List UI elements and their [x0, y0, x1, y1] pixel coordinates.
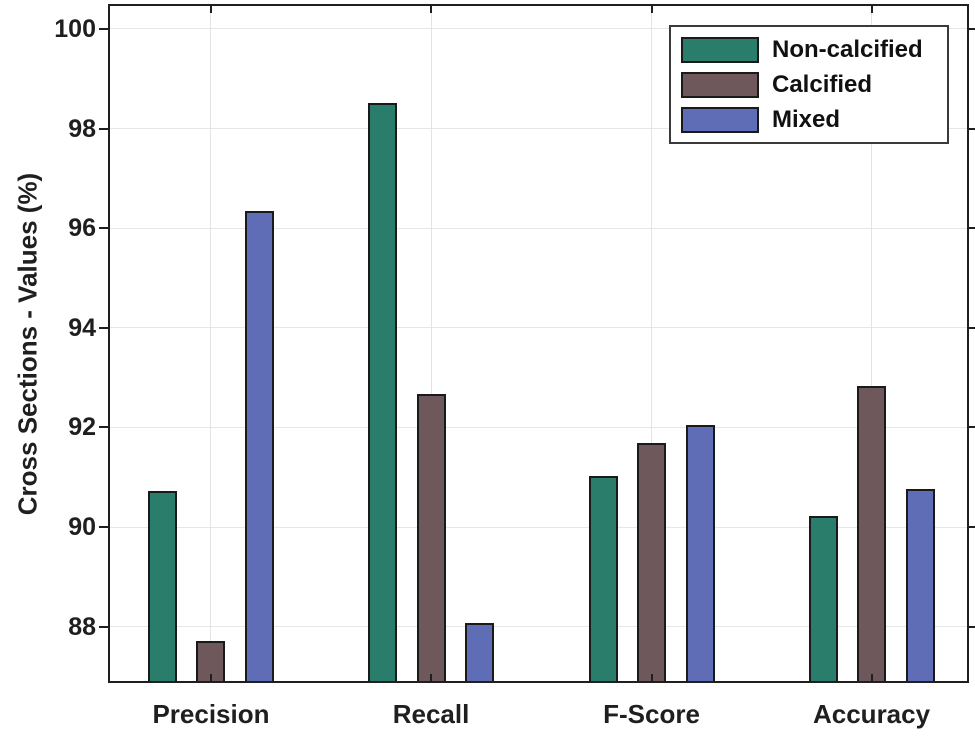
y-tick-right: [969, 27, 975, 30]
y-tick-label: 96: [68, 214, 96, 243]
x-gridline: [651, 4, 653, 683]
bar-calcified-f-score: [637, 443, 667, 683]
legend: Non-calcified Calcified Mixed: [669, 25, 949, 144]
legend-swatch-mixed-icon: [681, 106, 759, 133]
y-tick-left: [99, 127, 108, 130]
bar-mixed-f-score: [685, 424, 715, 683]
x-category-label-precision: Precision: [152, 699, 270, 729]
x-tick-bottom: [870, 674, 873, 683]
y-tick-right: [969, 426, 975, 429]
y-tick-right: [969, 625, 975, 628]
legend-label: Non-calcified: [772, 35, 923, 63]
bar-calcified-precision: [196, 640, 226, 683]
bar-mixed-accuracy: [905, 488, 935, 683]
y-gridline: [108, 526, 969, 528]
x-tick-bottom: [209, 674, 212, 683]
y-tick-label: 100: [54, 14, 96, 43]
bar-non-calcified-accuracy: [808, 516, 838, 683]
y-gridline: [108, 626, 969, 628]
y-tick-right: [969, 326, 975, 329]
x-category-label-recall: Recall: [392, 699, 470, 729]
y-tick-left: [99, 326, 108, 329]
bar-calcified-accuracy: [857, 386, 887, 683]
y-tick-label: 92: [68, 413, 96, 442]
bar-mixed-recall: [465, 623, 495, 683]
y-gridline: [108, 128, 969, 130]
y-tick-label: 90: [68, 513, 96, 542]
bar-mixed-precision: [244, 210, 274, 683]
x-tick-bottom: [430, 674, 433, 683]
legend-item-mixed: Mixed: [681, 105, 947, 135]
legend-item-calcified: Calcified: [681, 70, 947, 100]
bar-non-calcified-f-score: [588, 476, 618, 683]
y-tick-left: [99, 426, 108, 429]
y-tick-left: [99, 227, 108, 230]
y-tick-label: 88: [68, 612, 96, 641]
x-tick-top: [209, 4, 212, 13]
x-tick-top: [430, 4, 433, 13]
x-category-label-f-score: F-Score: [603, 699, 700, 729]
legend-swatch-calcified-icon: [681, 71, 759, 98]
y-tick-left: [99, 27, 108, 30]
x-tick-top: [870, 4, 873, 13]
x-tick-top: [650, 4, 653, 13]
bar-calcified-recall: [416, 393, 446, 683]
x-category-label-accuracy: Accuracy: [812, 699, 931, 729]
bar-non-calcified-recall: [368, 102, 398, 683]
y-gridline: [108, 28, 969, 30]
y-tick-label: 98: [68, 114, 96, 143]
y-tick-left: [99, 526, 108, 529]
legend-swatch-non-calcified-icon: [681, 36, 759, 63]
x-gridline: [430, 4, 432, 683]
legend-label: Calcified: [772, 70, 873, 98]
y-gridline: [108, 327, 969, 329]
y-tick-right: [969, 227, 975, 230]
y-tick-right: [969, 526, 975, 529]
y-tick-right: [969, 127, 975, 130]
x-tick-bottom: [650, 674, 653, 683]
y-tick-label: 94: [68, 313, 96, 342]
y-tick-left: [99, 625, 108, 628]
legend-item-non-calcified: Non-calcified: [681, 35, 947, 65]
x-gridline: [210, 4, 212, 683]
legend-label: Mixed: [772, 105, 841, 133]
bar-non-calcified-precision: [147, 490, 177, 683]
x-gridline: [871, 4, 873, 683]
y-gridline: [108, 227, 969, 229]
y-gridline: [108, 426, 969, 428]
